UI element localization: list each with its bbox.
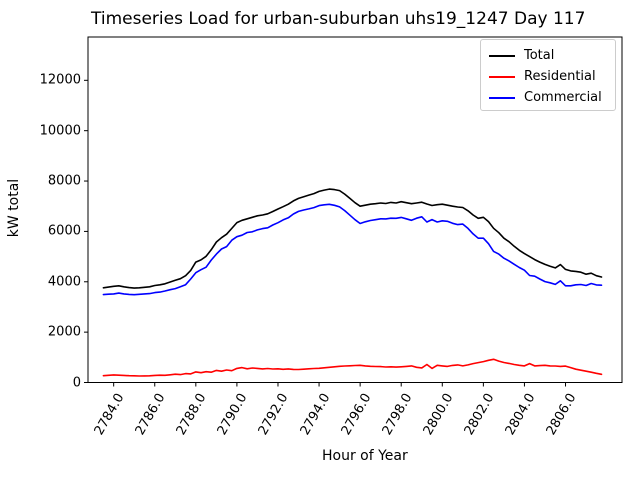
series-line-total	[102, 188, 603, 289]
legend-line-commercial	[489, 96, 515, 99]
y-tick-label: 8000	[47, 173, 81, 189]
series-line-commercial	[102, 203, 603, 296]
series-line-residential	[102, 358, 603, 377]
legend-item-residential: Residential	[481, 66, 615, 87]
legend-label-total: Total	[524, 48, 555, 63]
chart-title: Timeseries Load for urban-suburban uhs19…	[91, 9, 586, 29]
axes-spines	[87, 36, 623, 383]
y-tick-label: 12000	[39, 72, 81, 88]
legend: Total Residential Commercial	[480, 39, 616, 111]
legend-item-total: Total	[481, 45, 615, 66]
legend-item-commercial: Commercial	[481, 87, 615, 108]
x-axis-label: Hour of Year	[322, 448, 408, 464]
legend-line-residential	[489, 75, 515, 78]
legend-label-commercial: Commercial	[524, 90, 602, 105]
y-tick-label: 10000	[39, 123, 81, 139]
legend-line-total	[489, 54, 515, 57]
y-tick-label: 0	[72, 375, 81, 390]
legend-label-residential: Residential	[524, 69, 596, 84]
y-tick-label: 2000	[47, 324, 81, 340]
y-tick-label: 6000	[47, 223, 81, 239]
y-tick-label: 4000	[47, 274, 81, 290]
